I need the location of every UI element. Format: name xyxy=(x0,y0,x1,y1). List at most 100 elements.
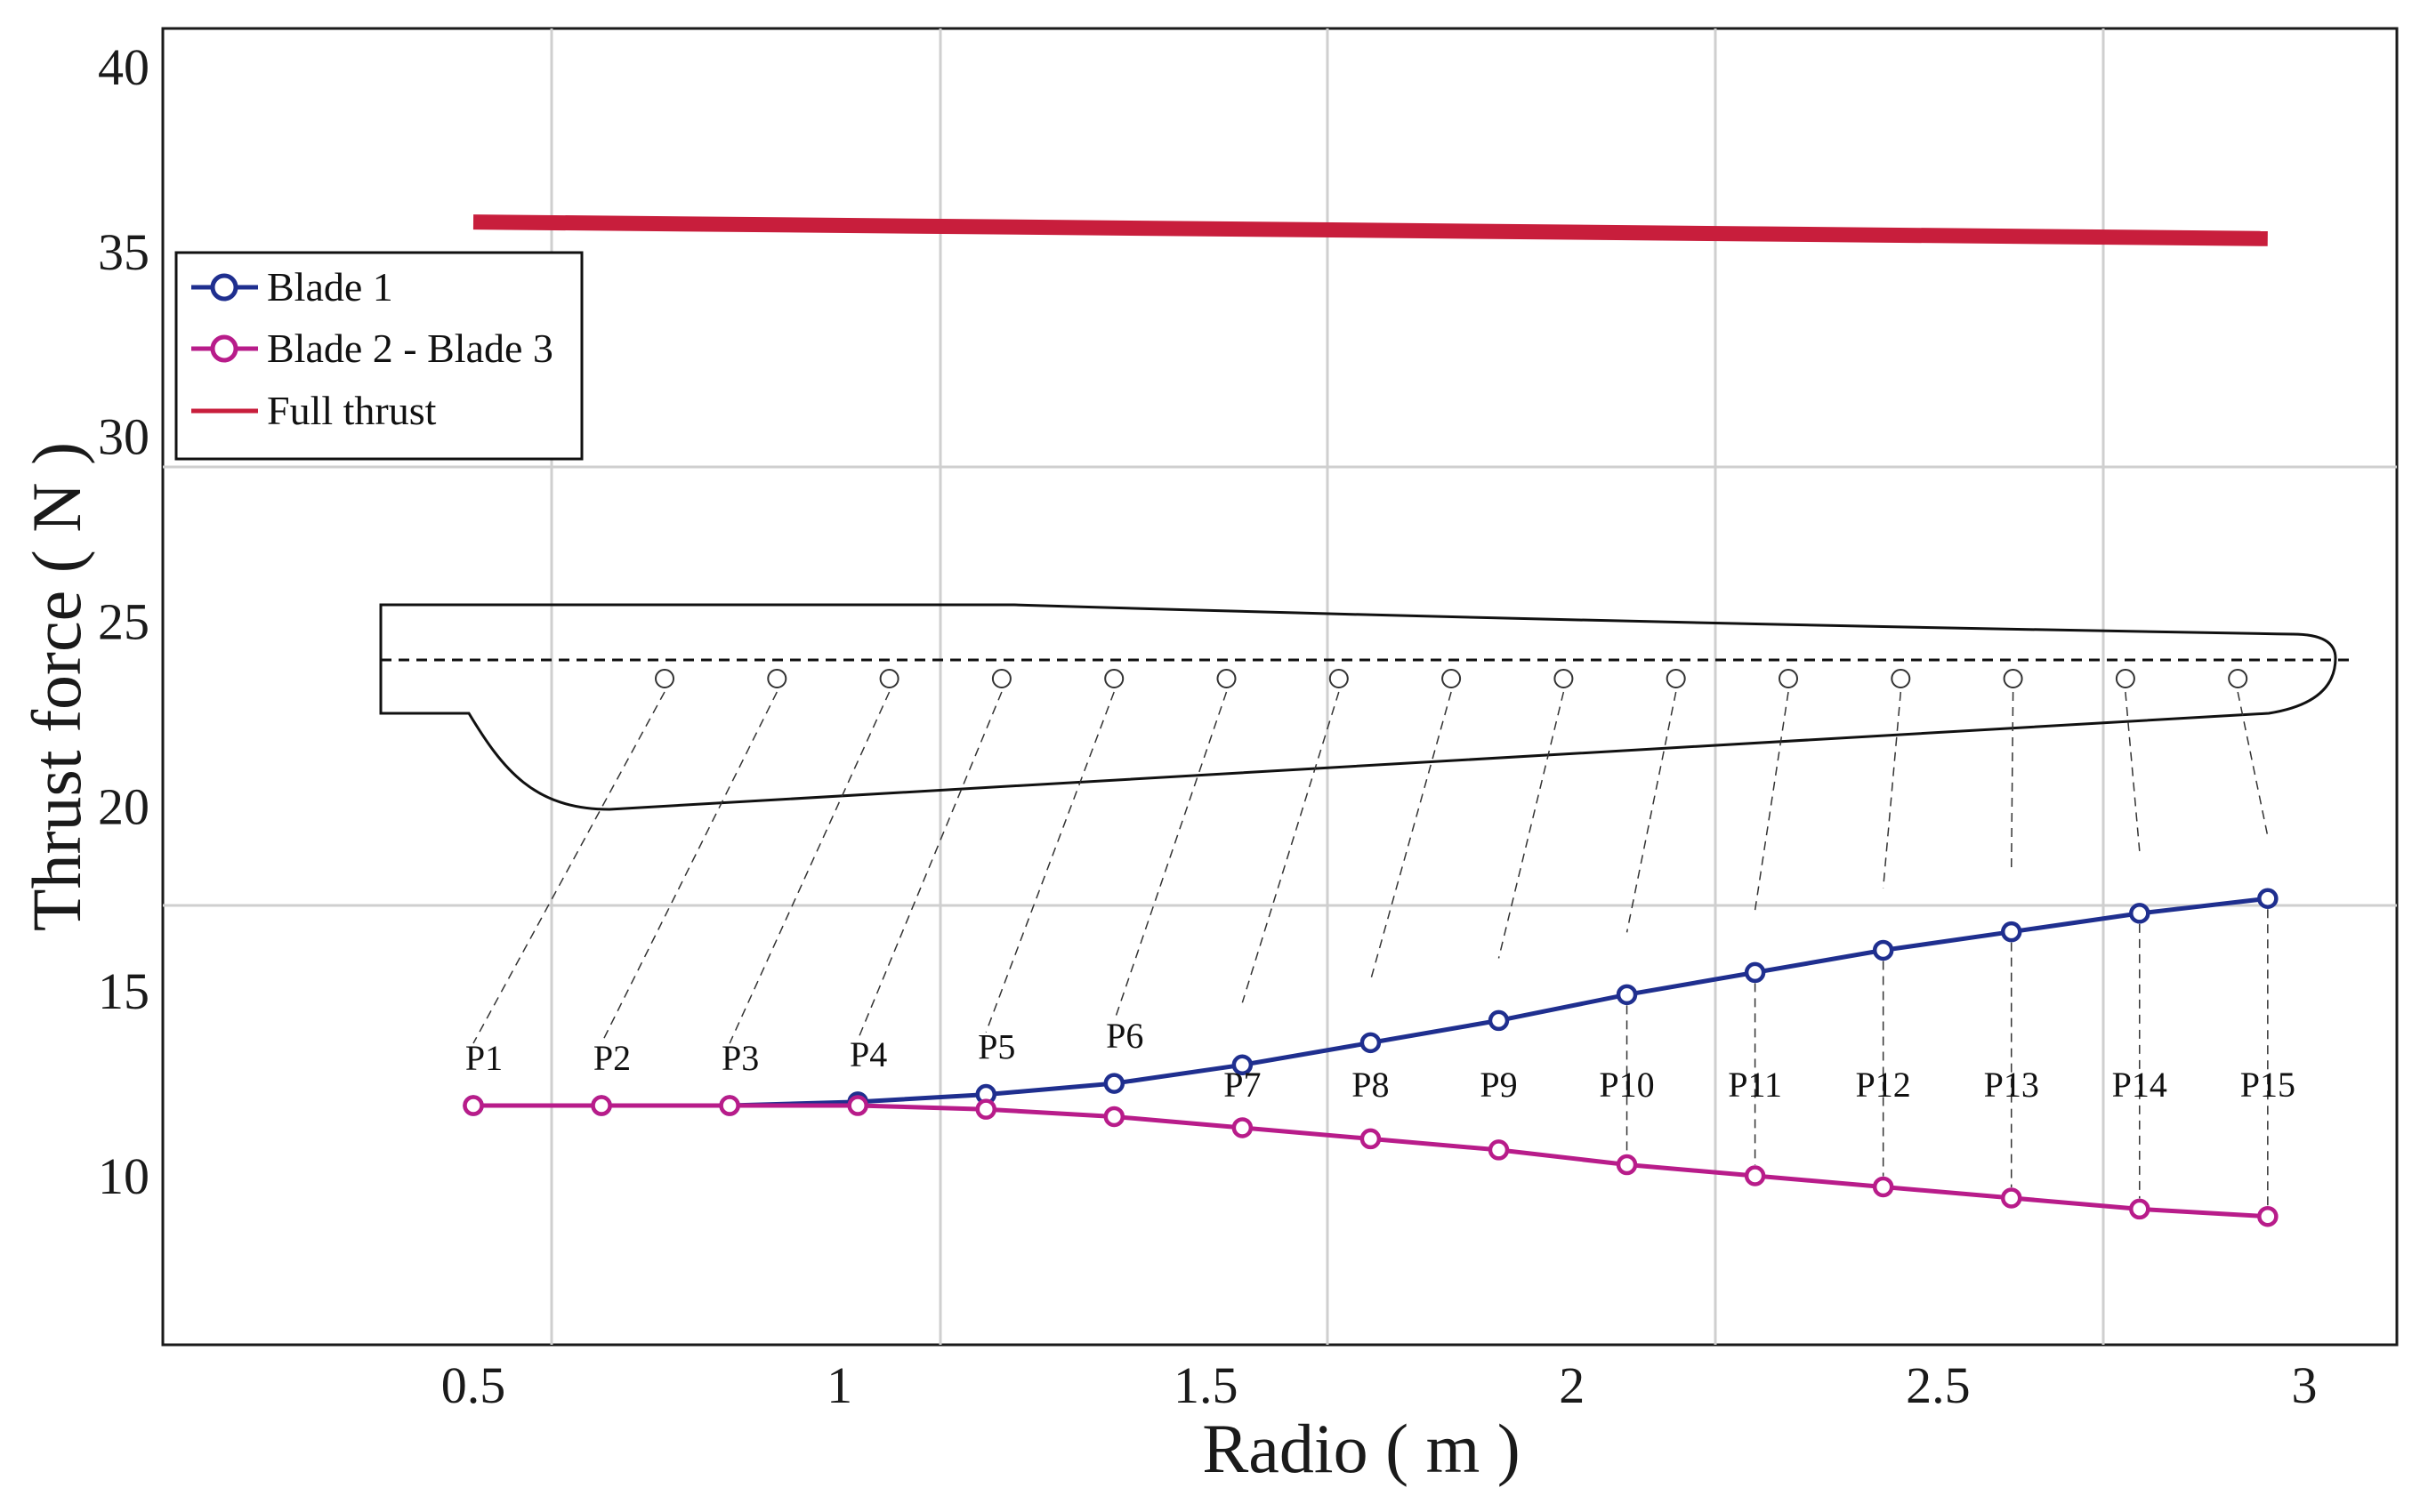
point-leader-lines xyxy=(472,691,2269,1206)
blade-point-marker xyxy=(2003,669,2023,688)
leader-line xyxy=(1754,691,1789,911)
data-point-blade-1 xyxy=(2129,903,2150,924)
point-label: P13 xyxy=(1984,1065,2039,1105)
blade-point-marker xyxy=(879,669,899,688)
leader-line xyxy=(1241,691,1340,1003)
data-point-blade-2-3 xyxy=(1744,1165,1766,1186)
legend-item-full-thrust: Full thrust xyxy=(191,388,437,433)
x-axis-label: Radio ( m ) xyxy=(1202,1410,1520,1487)
y-tick-label: 30 xyxy=(98,408,149,466)
grid xyxy=(163,28,2397,1345)
data-point-blade-2-3 xyxy=(1488,1139,1510,1161)
data-point-blade-1 xyxy=(1488,1009,1510,1032)
legend-item-blade-1: Blade 1 xyxy=(191,264,393,310)
y-tick-label: 25 xyxy=(98,593,149,651)
legend-label-full-thrust: Full thrust xyxy=(267,388,437,433)
point-label: P11 xyxy=(1728,1065,1782,1105)
point-label: P8 xyxy=(1351,1065,1389,1105)
data-point-blade-1 xyxy=(1872,939,1894,961)
leader-line xyxy=(729,691,891,1044)
legend-marker-blade-2-3 xyxy=(210,334,238,363)
point-label: P5 xyxy=(978,1027,1015,1067)
leader-line xyxy=(2237,691,2269,837)
data-point-blade-2-3 xyxy=(2000,1187,2022,1209)
data-point-blade-1 xyxy=(1359,1032,1382,1054)
y-tick-label: 15 xyxy=(98,962,149,1020)
leader-line xyxy=(601,691,778,1044)
y-axis-label: Thrust force ( N ) xyxy=(18,442,95,931)
x-tick-label: 0.5 xyxy=(441,1356,506,1414)
point-label: P9 xyxy=(1480,1065,1517,1105)
series-line-full-thrust xyxy=(472,214,2268,246)
blade-diagram xyxy=(379,603,2349,811)
blade-point-marker xyxy=(1216,669,1237,688)
leader-line xyxy=(1497,691,1565,959)
data-point-blade-2-3 xyxy=(719,1095,740,1116)
data-point-blade-1 xyxy=(2257,888,2279,909)
data-point-blade-2-3 xyxy=(847,1095,868,1116)
blade-point-marker xyxy=(1666,669,1686,688)
point-label: P14 xyxy=(2112,1065,2167,1105)
point-label: P2 xyxy=(593,1038,631,1078)
point-label: P3 xyxy=(722,1038,759,1078)
legend-marker-blade-1 xyxy=(210,273,238,302)
data-point-blade-2-3 xyxy=(2129,1198,2150,1220)
x-tick-label: 3 xyxy=(2292,1356,2318,1414)
point-label: P1 xyxy=(465,1038,503,1078)
blade-point-marker xyxy=(1104,669,1125,688)
leader-line xyxy=(472,691,666,1044)
blade-outline xyxy=(379,603,2337,811)
blade-point-marker xyxy=(1891,669,1911,688)
data-point-blade-1 xyxy=(1616,984,1638,1006)
data-point-blade-2-3 xyxy=(1231,1117,1254,1138)
legend-item-blade-2-3: Blade 2 - Blade 3 xyxy=(191,326,553,371)
point-label: P12 xyxy=(1856,1065,1911,1105)
plot-area xyxy=(161,27,2399,1347)
leader-line xyxy=(1369,691,1452,981)
y-tick-label: 40 xyxy=(98,38,149,96)
blade-point-marker xyxy=(991,669,1012,688)
point-label: P10 xyxy=(1599,1065,1654,1105)
x-tick-label: 1.5 xyxy=(1174,1356,1238,1414)
legend-label-blade-2-3: Blade 2 - Blade 3 xyxy=(267,326,553,371)
legend-label-blade-1: Blade 1 xyxy=(267,264,393,310)
axis-ticks: 0.5 1 1.5 2 2.5 3 10 15 20 25 30 35 40 xyxy=(98,38,2318,1414)
leader-line xyxy=(1113,691,1228,1022)
data-point-blade-2-3 xyxy=(1103,1106,1125,1128)
data-point-blade-1 xyxy=(1744,961,1766,984)
point-label: P4 xyxy=(850,1034,887,1074)
blade-point-marker xyxy=(1441,669,1462,688)
x-tick-label: 2 xyxy=(1559,1356,1585,1414)
data-point-blade-2-3 xyxy=(1359,1128,1382,1150)
y-tick-label: 10 xyxy=(98,1147,149,1205)
y-tick-label: 20 xyxy=(98,777,149,835)
x-tick-label: 2.5 xyxy=(1906,1356,1971,1414)
blade-point-marker xyxy=(1328,669,1349,688)
blade-point-marker xyxy=(2115,669,2135,688)
data-point-blade-2-3 xyxy=(1872,1176,1894,1198)
point-label: P7 xyxy=(1223,1065,1261,1105)
blade-point-marker xyxy=(1779,669,1798,688)
leader-line xyxy=(985,691,1115,1033)
data-point-blade-1 xyxy=(2000,921,2022,943)
leader-line xyxy=(2125,691,2141,851)
legend: Blade 1 Blade 2 - Blade 3 Full thrust xyxy=(174,251,584,461)
point-labels: P1 P2 P3 P4 P5 P6 P7 P8 P9 P10 P11 P12 P13 P14 P15 xyxy=(465,1016,2295,1105)
point-label: P15 xyxy=(2240,1065,2295,1105)
blade-point-marker xyxy=(1553,669,1574,688)
data-point-blade-1 xyxy=(1231,1054,1254,1076)
data-point-blade-2-3 xyxy=(1616,1154,1638,1176)
data-point-blade-2-3 xyxy=(463,1095,484,1116)
blade-point-marker xyxy=(655,669,674,688)
x-tick-label: 1 xyxy=(827,1356,852,1414)
leader-line xyxy=(1882,691,1902,889)
data-point-blade-2-3 xyxy=(2257,1205,2279,1227)
point-label: P6 xyxy=(1106,1016,1143,1056)
y-tick-label: 35 xyxy=(98,223,149,281)
data-point-blade-1 xyxy=(1103,1073,1125,1094)
blade-point-marker xyxy=(767,669,787,688)
blade-point-marker xyxy=(2228,669,2248,688)
leader-line xyxy=(1625,691,1677,933)
data-point-blade-2-3 xyxy=(975,1098,996,1120)
